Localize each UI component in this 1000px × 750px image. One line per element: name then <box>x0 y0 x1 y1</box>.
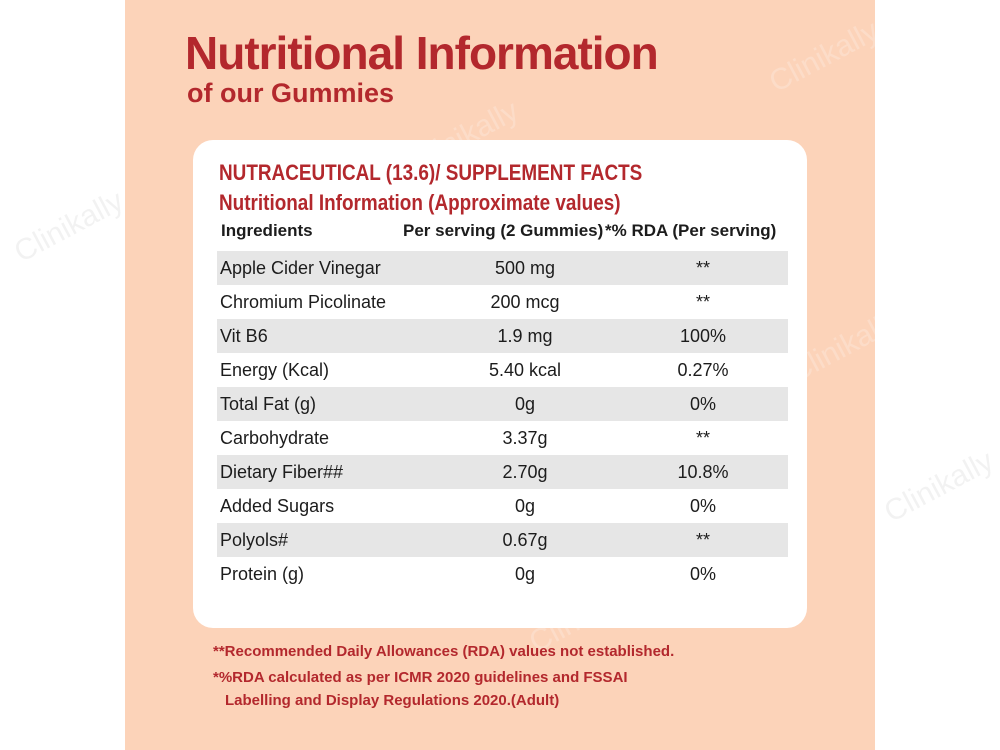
watermark: Clinikally <box>763 14 875 99</box>
ingredient-rda: ** <box>695 292 710 312</box>
ingredient-name: Vit B6 <box>220 326 268 346</box>
ingredient-name: Dietary Fiber## <box>220 462 344 482</box>
ingredient-rda: 100% <box>679 326 727 346</box>
footnote-rda: **Recommended Daily Allowances (RDA) val… <box>213 643 675 660</box>
ingredient-amount: 3.37g <box>502 428 548 448</box>
ingredient-rda: 10.8% <box>677 462 729 482</box>
nutrition-table: Apple Cider Vinegar 500 mg ** Chromium P… <box>217 251 788 591</box>
ingredient-name: Carbohydrate <box>220 428 330 448</box>
ingredient-rda: ** <box>695 530 710 550</box>
footnote-fssai: Labelling and Display Regulations 2020.(… <box>225 692 560 709</box>
table-row: Added Sugars 0g 0% <box>217 489 788 523</box>
ingredient-name: Protein (g) <box>220 564 305 584</box>
column-header-ingredients: Ingredients <box>221 221 313 240</box>
column-header-rda: *% RDA (Per serving) <box>605 221 777 240</box>
ingredient-amount: 0.67g <box>502 530 548 550</box>
watermark: Clinikally <box>878 444 999 529</box>
table-row: Chromium Picolinate 200 mcg ** <box>217 285 788 319</box>
ingredient-name: Energy (Kcal) <box>220 360 330 380</box>
ingredient-name: Apple Cider Vinegar <box>220 258 381 278</box>
ingredient-amount: 0g <box>514 394 536 414</box>
ingredient-amount: 200 mcg <box>490 292 560 312</box>
page-title: Nutritional Information <box>185 27 659 79</box>
ingredient-name: Total Fat (g) <box>220 394 317 414</box>
ingredient-amount: 500 mg <box>494 258 556 278</box>
ingredient-name: Polyols# <box>220 530 289 550</box>
ingredient-amount: 0g <box>514 496 536 516</box>
ingredient-name: Chromium Picolinate <box>220 292 387 312</box>
ingredient-name: Added Sugars <box>220 496 335 516</box>
table-row: Carbohydrate 3.37g ** <box>217 421 788 455</box>
nutrition-subheading: Nutritional Information (Approximate val… <box>219 190 621 215</box>
watermark: Clinikally <box>8 184 129 269</box>
table-row: Total Fat (g) 0g 0% <box>217 387 788 421</box>
footnote-icmr: *%RDA calculated as per ICMR 2020 guidel… <box>213 669 628 686</box>
table-row: Energy (Kcal) 5.40 kcal 0.27% <box>217 353 788 387</box>
ingredient-amount: 0g <box>514 564 536 584</box>
table-row: Apple Cider Vinegar 500 mg ** <box>217 251 788 285</box>
infographic-panel: Clinikally Clinikally Clinikally Clinika… <box>125 0 875 750</box>
ingredient-rda: ** <box>695 428 710 448</box>
ingredient-rda: 0% <box>689 394 716 414</box>
ingredient-amount: 5.40 kcal <box>488 360 562 380</box>
ingredient-amount: 1.9 mg <box>497 326 553 346</box>
page-subtitle: of our Gummies <box>187 78 395 108</box>
table-row: Vit B6 1.9 mg 100% <box>217 319 788 353</box>
column-header-per-serving: Per serving (2 Gummies) <box>403 221 604 240</box>
table-row: Polyols# 0.67g ** <box>217 523 788 557</box>
facts-heading: NUTRACEUTICAL (13.6)/ SUPPLEMENT FACTS <box>219 160 643 185</box>
supplement-facts-card: NUTRACEUTICAL (13.6)/ SUPPLEMENT FACTS N… <box>193 140 807 628</box>
table-row: Dietary Fiber## 2.70g 10.8% <box>217 455 788 489</box>
ingredient-amount: 2.70g <box>502 462 548 482</box>
ingredient-rda: 0.27% <box>677 360 729 380</box>
table-row: Protein (g) 0g 0% <box>217 557 788 591</box>
ingredient-rda: 0% <box>689 496 716 516</box>
ingredient-rda: ** <box>695 258 710 278</box>
ingredient-rda: 0% <box>689 564 716 584</box>
